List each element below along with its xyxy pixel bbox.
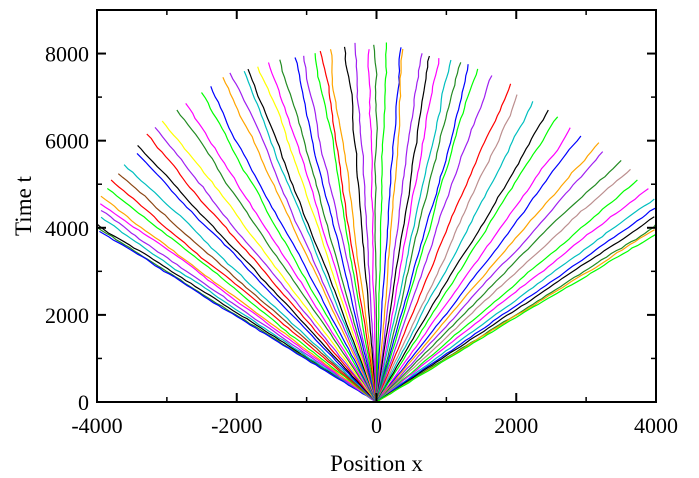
y-tick-label: 4000 (45, 216, 89, 241)
trajectory-line-62 (376, 207, 656, 403)
y-tick-label: 0 (78, 390, 89, 415)
trajectory-line-54 (376, 135, 582, 403)
trajectory-line-13 (137, 144, 377, 403)
trajectory-line-37 (375, 42, 388, 402)
trajectory-line-36 (373, 44, 378, 402)
trajectory-line-43 (375, 59, 452, 403)
trajectory-line-9 (110, 179, 377, 403)
trajectory-line-4 (100, 216, 377, 403)
trajectory-line-53 (376, 127, 571, 403)
trajectory-line-63 (376, 216, 655, 403)
trajectory-line-21 (222, 77, 378, 402)
x-tick-label: -4000 (71, 413, 122, 438)
trajectory-line-23 (243, 70, 378, 403)
x-tick-label: -2000 (211, 413, 262, 438)
trajectory-line-59 (376, 179, 638, 403)
trajectory-line-58 (376, 168, 631, 403)
trajectory-line-57 (376, 159, 622, 403)
trajectory-line-42 (375, 58, 440, 403)
trajectory-line-3 (99, 230, 377, 403)
trajectory-line-34 (354, 42, 378, 403)
trajectory-line-11 (123, 164, 377, 403)
trajectory-line-7 (100, 195, 377, 403)
y-tick-label: 6000 (45, 129, 89, 154)
trajectory-line-12 (136, 152, 377, 403)
trajectory-line-28 (294, 57, 378, 403)
y-tick-label: 8000 (45, 42, 89, 67)
trajectory-line-8 (106, 188, 377, 403)
trajectory-line-10 (117, 173, 377, 403)
trajectory-line-47 (375, 75, 493, 403)
trajectory-line-41 (375, 55, 430, 402)
trajectory-line-46 (375, 68, 479, 402)
x-axis-label: Position x (330, 451, 423, 476)
trajectory-line-49 (375, 94, 518, 403)
trajectory-line-30 (314, 53, 378, 403)
trajectory-line-51 (375, 109, 549, 403)
trajectory-line-38 (375, 47, 402, 402)
trajectory-line-39 (375, 48, 404, 403)
trajectory-line-20 (210, 86, 378, 403)
trajectory-line-56 (376, 151, 604, 403)
x-tick-label: 0 (371, 413, 382, 438)
trajectory-line-14 (146, 133, 377, 402)
trajectory-line-24 (247, 68, 378, 403)
y-tick-label: 2000 (45, 303, 89, 328)
trajectory-line-60 (376, 188, 649, 403)
trajectory-line-32 (329, 49, 378, 402)
y-axis-label: Time t (11, 175, 36, 235)
trajectory-line-48 (375, 83, 512, 402)
trajectory-line-5 (100, 209, 377, 403)
trajectory-line-40 (375, 53, 423, 402)
trajectory-line-26 (267, 62, 378, 403)
trajectory-line-44 (375, 62, 462, 403)
trajectory-line-55 (376, 142, 600, 403)
trajectory-line-61 (376, 198, 655, 403)
trajectory-line-19 (201, 92, 378, 403)
trajectory-line-35 (367, 49, 378, 403)
trajectory-line-29 (303, 55, 378, 403)
trajectory-line-45 (375, 64, 469, 403)
trajectory-line-15 (154, 127, 377, 403)
trajectory-lines (96, 42, 657, 403)
trajectory-line-17 (176, 109, 377, 403)
trajectory-line-33 (343, 46, 378, 403)
trajectory-line-66 (376, 233, 657, 403)
trajectory-line-16 (161, 120, 377, 403)
x-tick-label: 2000 (494, 413, 538, 438)
trajectory-line-52 (375, 116, 559, 403)
trajectory-line-27 (279, 59, 378, 402)
trajectory-line-6 (99, 203, 377, 403)
trajectory-line-22 (229, 72, 378, 403)
trajectory-line-50 (375, 101, 534, 403)
y-axis-ticks: 0 2000 4000 6000 8000 (45, 42, 656, 415)
trajectory-line-31 (319, 50, 378, 403)
trajectory-line-25 (257, 66, 378, 402)
x-tick-label: 4000 (634, 413, 678, 438)
x-axis-ticks: -4000 -2000 0 2000 4000 (71, 10, 678, 438)
trajectory-line-18 (185, 103, 378, 403)
